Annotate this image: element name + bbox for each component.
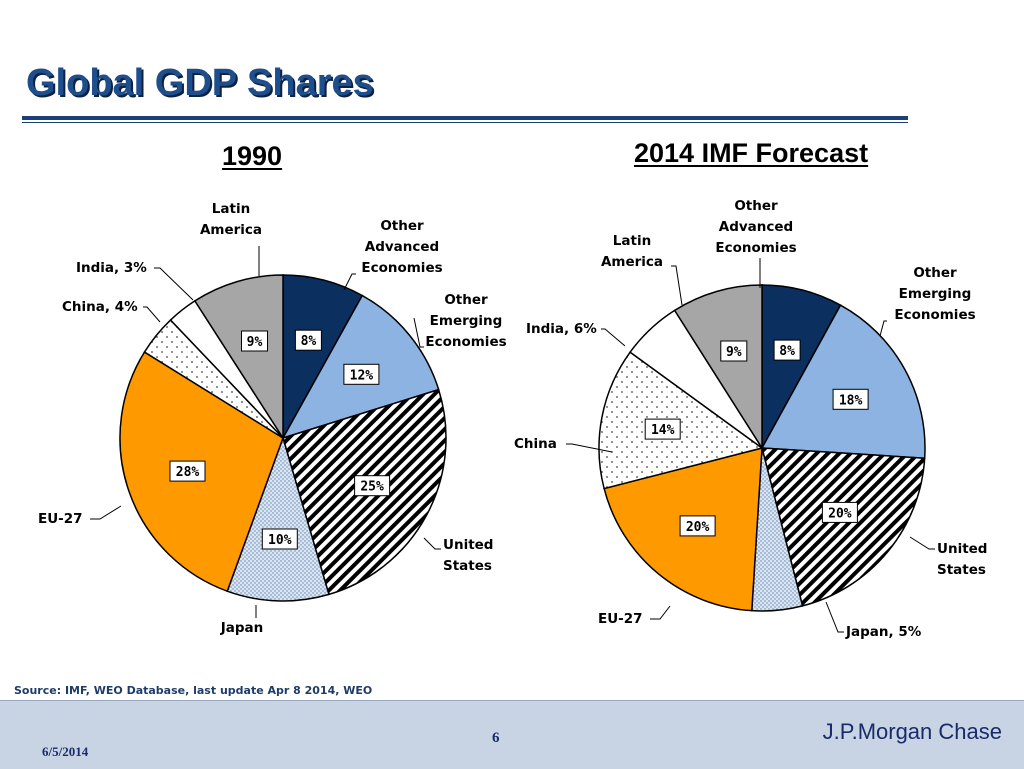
data-label-box-japan: [261, 528, 298, 550]
leader-line-other-advanced-economies: [343, 273, 356, 291]
footer-bar: 6/5/2014 6 J.P.Morgan Chase: [0, 700, 1024, 769]
leader-line-united-states: [909, 536, 935, 550]
data-label-japan: 10%: [268, 533, 292, 548]
title-rule-thin: [22, 122, 908, 123]
category-label-china: China: [514, 436, 557, 452]
data-label-other-advanced-economies: 8%: [779, 344, 795, 359]
leader-line-other-emerging-economies: [879, 320, 887, 337]
category-label-latin-america: Latin America: [200, 201, 262, 238]
source-note: Source: IMF, WEO Database, last update A…: [14, 684, 373, 697]
leader-line-eu-27: [650, 605, 671, 620]
category-label-china: China, 4%: [62, 299, 138, 315]
category-label-other-advanced-economies: Other Advanced Economies: [715, 198, 796, 256]
footer-date: 6/5/2014: [42, 744, 89, 759]
data-label-box-other-advanced-economies: [294, 329, 322, 351]
leader-line-latin-america: [671, 265, 683, 306]
data-label-china: 14%: [651, 423, 675, 438]
leader-line-india: [601, 328, 626, 347]
slice-united-states: [761, 447, 926, 607]
data-label-box-latin-america: [241, 330, 268, 352]
chart-title-1990: 1990: [222, 141, 283, 171]
category-label-eu-27: EU-27: [38, 511, 83, 527]
data-label-box-eu-27: [679, 515, 716, 537]
leader-line-japan: [825, 601, 844, 633]
category-label-india: India, 3%: [76, 260, 147, 276]
category-label-other-advanced-economies: Other Advanced Economies: [361, 218, 442, 276]
category-label-other-emerging-economies: Other Emerging Economies: [425, 292, 506, 350]
leader-line-eu-27: [90, 505, 122, 520]
data-label-latin-america: 9%: [247, 335, 263, 350]
data-label-box-other-advanced-economies: [773, 339, 801, 361]
data-label-other-emerging-economies: 12%: [350, 368, 374, 383]
category-label-united-states: United States: [443, 537, 493, 574]
brand-name: J.P.Morgan Chase: [822, 719, 1002, 744]
category-label-japan: Japan: [220, 620, 264, 636]
data-label-box-latin-america: [720, 340, 748, 362]
data-label-eu-27: 28%: [176, 465, 200, 480]
pie-charts: 8% 12% 25% 10% 28% 9% Other Advanced Economies Ot…: [38, 198, 987, 640]
data-label-other-emerging-economies: 18%: [839, 393, 863, 408]
leader-line-united-states: [423, 537, 441, 550]
category-label-latin-america: Latin America: [601, 233, 663, 270]
category-label-eu-27: EU-27: [598, 611, 643, 627]
title-rule: [22, 116, 908, 120]
data-label-other-advanced-economies: 8%: [301, 334, 317, 349]
pie-2014: 8% 18% 20% 20% 14% 9% Other Advanced Economies Ot…: [514, 198, 987, 640]
leader-line-other-emerging-economies: [413, 317, 424, 348]
chart-title-2014: 2014 IMF Forecast: [634, 138, 869, 168]
slice-other-emerging-economies: [760, 304, 926, 460]
page-number: 6: [492, 730, 500, 746]
slice-latin-america: [193, 274, 284, 441]
data-label-box-other-emerging-economies: [343, 363, 380, 385]
data-label-box-china: [644, 418, 681, 440]
data-label-united-states: 25%: [360, 480, 384, 495]
slice-japan: [226, 435, 330, 602]
data-label-box-united-states: [821, 501, 858, 523]
category-label-other-emerging-economies: Other Emerging Economies: [894, 265, 975, 323]
data-label-box-united-states: [354, 475, 391, 497]
slide-title: Global GDP Shares: [26, 62, 374, 104]
data-label-box-eu-27: [169, 460, 206, 482]
leader-line-china: [143, 306, 161, 323]
leader-line-china: [566, 443, 613, 453]
leader-line-india: [154, 267, 194, 301]
category-label-india: India, 6%: [526, 321, 597, 337]
category-label-japan: Japan, 5%: [845, 624, 922, 640]
pie-1990: 8% 12% 25% 10% 28% 9% Other Advanced Economies Ot…: [38, 201, 507, 636]
data-label-eu-27: 20%: [686, 520, 710, 535]
data-label-box-other-emerging-economies: [832, 388, 869, 410]
category-label-united-states: United States: [937, 541, 987, 578]
data-label-united-states: 20%: [828, 506, 852, 521]
data-label-latin-america: 9%: [726, 345, 742, 360]
